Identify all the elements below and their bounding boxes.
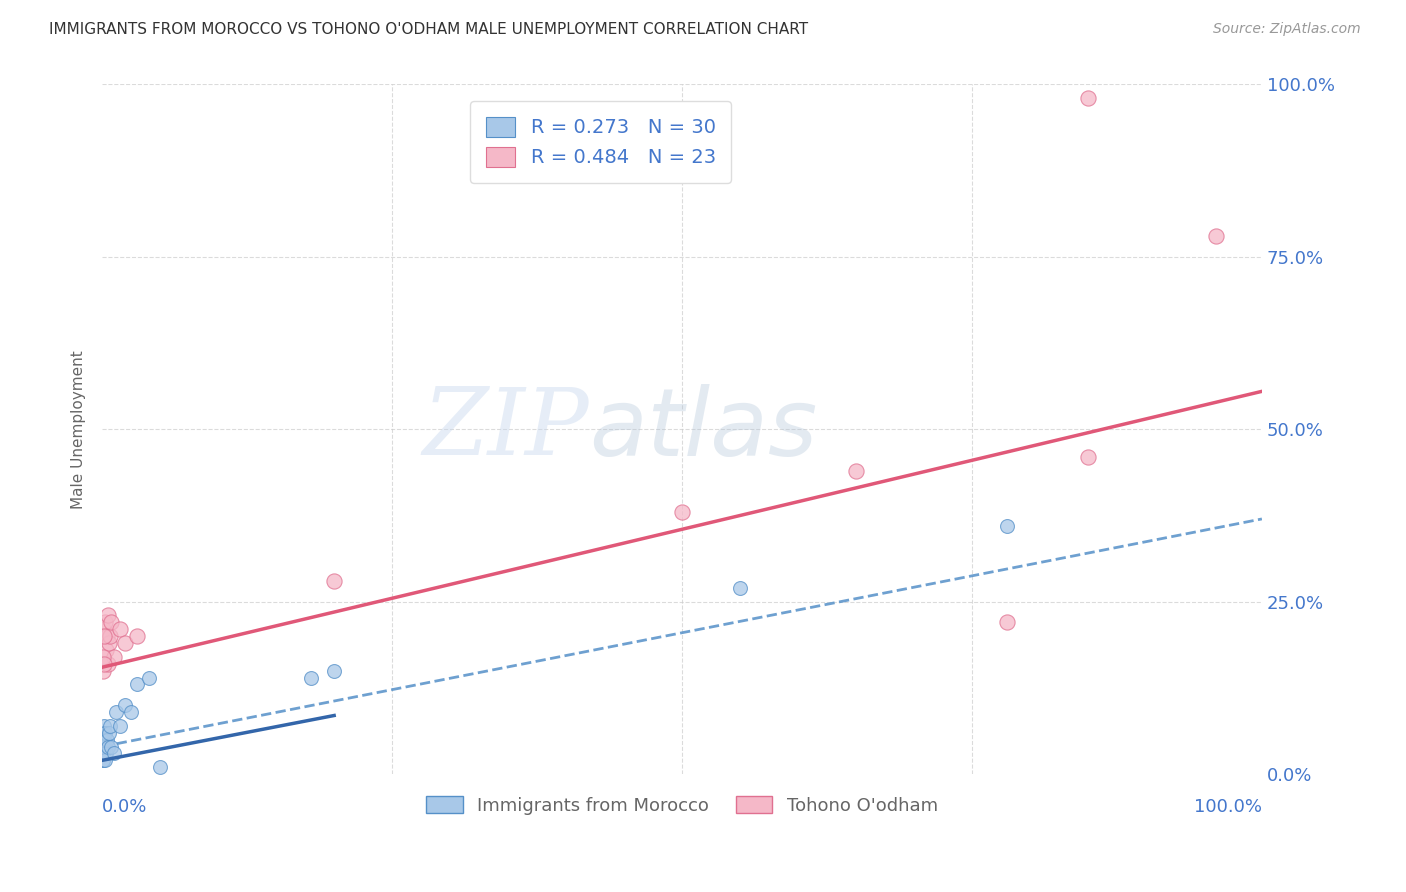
Text: atlas: atlas — [589, 384, 817, 475]
Point — [125, 677, 148, 691]
Point — [108, 719, 131, 733]
Point — [91, 753, 114, 767]
Legend: Immigrants from Morocco, Tohono O'odham: Immigrants from Morocco, Tohono O'odham — [418, 788, 946, 823]
Point — [103, 649, 125, 664]
Text: 100.0%: 100.0% — [1194, 798, 1263, 816]
Point — [93, 739, 115, 754]
Point — [100, 615, 122, 630]
Point — [100, 739, 122, 754]
Point — [97, 608, 120, 623]
Point — [114, 636, 136, 650]
Text: Source: ZipAtlas.com: Source: ZipAtlas.com — [1213, 22, 1361, 37]
Point — [323, 574, 346, 588]
Point — [995, 519, 1018, 533]
Point — [91, 739, 114, 754]
Point — [995, 615, 1018, 630]
Point — [125, 629, 148, 643]
Point — [323, 664, 346, 678]
Point — [93, 719, 115, 733]
Point — [96, 629, 118, 643]
Text: IMMIGRANTS FROM MOROCCO VS TOHONO O'ODHAM MALE UNEMPLOYMENT CORRELATION CHART: IMMIGRANTS FROM MOROCCO VS TOHONO O'ODHA… — [49, 22, 808, 37]
Y-axis label: Male Unemployment: Male Unemployment — [72, 350, 86, 508]
Point — [1077, 450, 1099, 464]
Point — [93, 732, 115, 747]
Point — [98, 636, 121, 650]
Point — [91, 753, 114, 767]
Point — [97, 739, 120, 754]
Point — [96, 732, 118, 747]
Point — [98, 719, 121, 733]
Point — [94, 747, 117, 761]
Point — [93, 664, 115, 678]
Point — [1205, 229, 1227, 244]
Point — [299, 671, 322, 685]
Point — [105, 705, 128, 719]
Point — [108, 622, 131, 636]
Point — [1077, 91, 1099, 105]
Point — [103, 747, 125, 761]
Point — [845, 464, 868, 478]
Point — [97, 657, 120, 671]
Point — [93, 725, 115, 739]
Point — [93, 615, 115, 630]
Point — [728, 581, 751, 595]
Point — [149, 760, 172, 774]
Point — [94, 643, 117, 657]
Point — [93, 622, 115, 636]
Point — [671, 505, 693, 519]
Text: ZIP: ZIP — [423, 384, 589, 475]
Point — [91, 747, 114, 761]
Text: 0.0%: 0.0% — [103, 798, 148, 816]
Point — [93, 753, 115, 767]
Point — [114, 698, 136, 713]
Point — [98, 725, 121, 739]
Point — [120, 705, 142, 719]
Point — [93, 657, 115, 671]
Point — [91, 725, 114, 739]
Point — [93, 629, 115, 643]
Point — [91, 732, 114, 747]
Point — [98, 629, 121, 643]
Point — [91, 649, 114, 664]
Point — [138, 671, 160, 685]
Point — [91, 747, 114, 761]
